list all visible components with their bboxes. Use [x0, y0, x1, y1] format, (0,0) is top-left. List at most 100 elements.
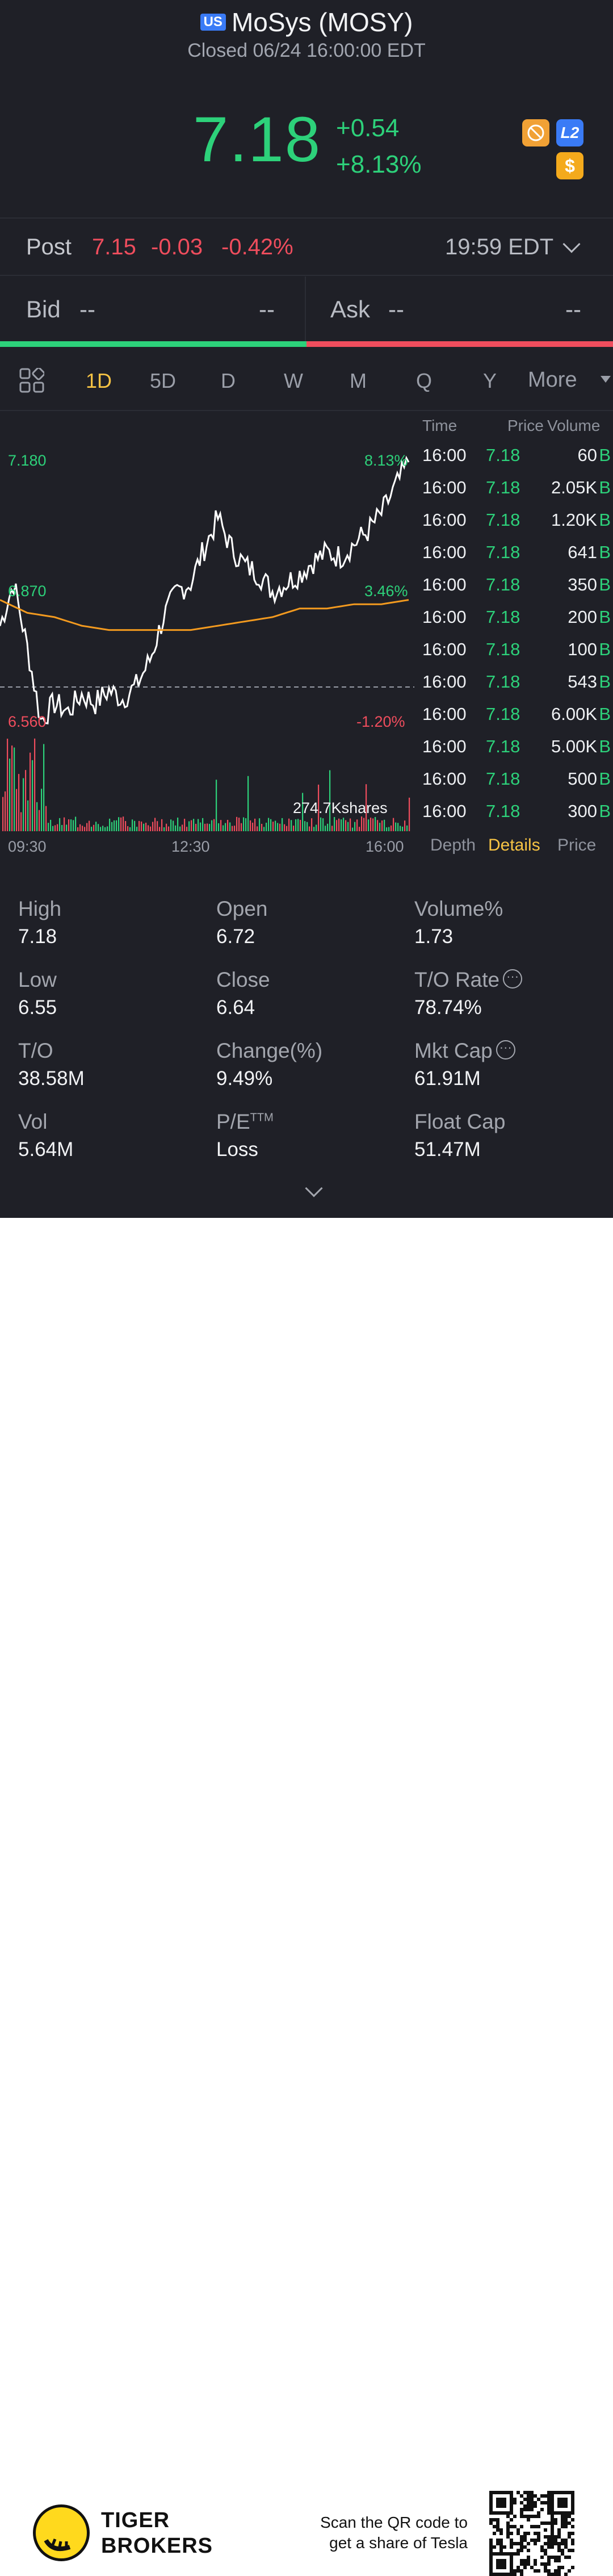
volume-bar: [166, 823, 167, 831]
volume-bar: [114, 820, 115, 831]
no-trade-icon[interactable]: [522, 119, 549, 146]
tab-details[interactable]: Details: [488, 836, 540, 855]
tab-price[interactable]: Price: [557, 836, 597, 855]
tick-side: B: [599, 510, 611, 530]
volume-bar: [143, 823, 145, 831]
tick-side: B: [599, 801, 611, 821]
stat-open-value: 6.72: [216, 925, 255, 948]
x-label-close: 16:00: [366, 838, 404, 855]
tab-5d[interactable]: 5D: [150, 369, 177, 392]
volume-bar: [359, 827, 360, 831]
volume-bar: [320, 817, 322, 831]
stat-close-label: Close: [216, 968, 270, 991]
volume-bar: [79, 824, 81, 831]
volume-bar: [25, 770, 27, 831]
bid-price: --: [79, 296, 95, 322]
stat-to-value: 38.58M: [18, 1067, 85, 1090]
volume-bar: [11, 745, 13, 831]
tick-row: 16:00 7.18 2.05K B: [415, 477, 613, 510]
tick-row: 16:00 7.18 100 B: [415, 639, 613, 672]
volume-bar: [207, 823, 208, 831]
volume-bar: [277, 823, 279, 831]
volume-bar: [368, 819, 370, 831]
volume-bar: [341, 819, 342, 831]
volume-bar: [95, 822, 97, 831]
volume-bar: [198, 819, 199, 831]
ask-strength-bar: [306, 341, 613, 347]
volume-bar: [297, 819, 299, 831]
level2-icon[interactable]: L2: [556, 119, 583, 146]
dollar-icon[interactable]: $: [556, 152, 583, 179]
tab-1d[interactable]: 1D: [86, 369, 112, 392]
tab-more[interactable]: More: [528, 368, 577, 392]
brand-line-2: BROKERS: [101, 2534, 213, 2558]
volume-bar: [304, 821, 306, 831]
chart-canvas: [0, 455, 414, 831]
volume-bar: [334, 817, 335, 831]
info-icon[interactable]: ···: [496, 1040, 515, 1060]
volume-bar: [384, 819, 385, 831]
volume-bar: [9, 759, 11, 831]
tab-depth[interactable]: Depth: [430, 836, 476, 855]
ask-size: --: [565, 296, 581, 322]
tick-row: 16:00 7.18 60 B: [415, 445, 613, 477]
volume-bar: [204, 823, 206, 831]
volume-bar: [295, 819, 297, 831]
volume-bar: [329, 770, 331, 831]
volume-bar: [45, 806, 47, 831]
volume-bar: [148, 825, 149, 831]
tab-q[interactable]: Q: [416, 369, 433, 392]
volume-bar: [32, 760, 33, 831]
tab-d[interactable]: D: [221, 369, 236, 392]
post-time: 19:59 EDT: [445, 234, 554, 259]
volume-bar: [375, 816, 376, 831]
more-dropdown-icon[interactable]: [601, 376, 611, 383]
tab-w[interactable]: W: [284, 369, 303, 392]
stat-pe-text: P/E: [216, 1110, 250, 1133]
chart-layout-icon[interactable]: [19, 368, 44, 393]
volume-bar: [84, 827, 86, 831]
volume-bar: [57, 824, 58, 831]
tick-time: 16:00: [422, 769, 467, 789]
stat-open-label: Open: [216, 897, 268, 920]
tick-time: 16:00: [422, 542, 467, 562]
tick-price: 7.18: [486, 704, 520, 724]
tick-price: 7.18: [486, 769, 520, 789]
chevron-down-icon[interactable]: [562, 235, 581, 253]
volume-bar: [243, 817, 245, 831]
divider: [0, 410, 613, 411]
volume-bar: [350, 818, 351, 831]
volume-bar: [127, 826, 129, 831]
volume-bar: [259, 818, 261, 831]
tick-side: B: [599, 736, 611, 756]
stock-detail-screen: US MoSys (MOSY) Closed 06/24 16:00:00 ED…: [0, 0, 613, 1218]
volume-bar: [152, 822, 154, 831]
volume-bar: [352, 827, 354, 831]
volume-bar: [386, 827, 388, 831]
stat-mkt-cap-label: Mkt Cap ···: [414, 1039, 515, 1063]
time-and-sales: Time Price Volume 16:00 7.18 60 B 16:00 7.18 2…: [415, 411, 613, 865]
tick-price: 7.18: [486, 639, 520, 659]
volume-bar: [254, 818, 256, 831]
tab-m[interactable]: M: [350, 369, 367, 392]
pct-label-bottom: -1.20%: [356, 713, 405, 730]
volume-bar: [173, 820, 174, 831]
post-market-row[interactable]: Post 7.15 -0.03 -0.42% 19:59 EDT: [0, 219, 613, 275]
tick-side: B: [599, 575, 611, 594]
tick-side: B: [599, 542, 611, 562]
volume-bar: [345, 820, 347, 831]
tick-side: B: [599, 445, 611, 465]
info-icon[interactable]: ···: [503, 969, 523, 989]
period-tabs: 1D 5D D W M Q Y More: [0, 352, 613, 409]
stat-change-value: 9.49%: [216, 1067, 273, 1090]
intraday-chart[interactable]: 7.180 6.870 6.560 8.13% 3.46% -1.20% 274…: [0, 411, 414, 865]
volume-total-label: 274.7Kshares: [293, 799, 388, 816]
stat-pe-value: Loss: [216, 1138, 258, 1161]
stat-mkt-cap-value: 61.91M: [414, 1067, 481, 1090]
expand-chevron-icon[interactable]: [305, 1179, 323, 1197]
volume-bar: [406, 825, 408, 831]
ask-price: --: [388, 296, 404, 322]
tick-side: B: [599, 769, 611, 789]
bid-size: --: [259, 296, 275, 322]
tab-y[interactable]: Y: [483, 369, 497, 392]
